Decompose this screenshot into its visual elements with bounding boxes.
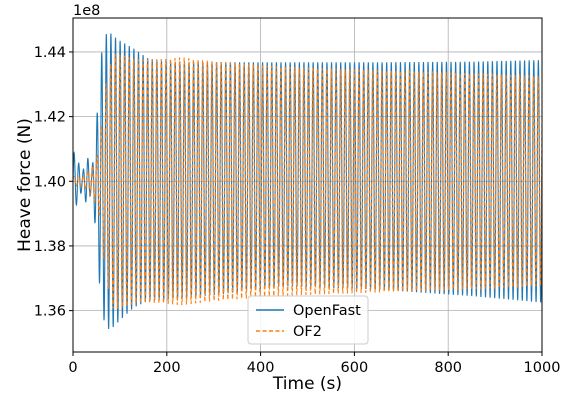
y-tick-label: 1.44 xyxy=(34,45,66,61)
y-tick-label: 1.42 xyxy=(34,110,66,126)
series-line-of2 xyxy=(73,53,542,309)
legend: OpenFast OF2 xyxy=(247,295,369,345)
x-axis-ticks: 0 200 400 600 800 1000 xyxy=(68,352,560,376)
x-tick-label: 600 xyxy=(341,360,369,376)
x-tick-label: 800 xyxy=(434,360,462,376)
legend-label-openfast: OpenFast xyxy=(293,303,361,319)
x-axis-label: Time (s) xyxy=(272,374,342,394)
x-tick-label: 200 xyxy=(153,360,181,376)
x-tick-label: 1000 xyxy=(524,360,561,376)
x-tick-label: 0 xyxy=(68,360,77,376)
y-axis-ticks: 1.36 1.38 1.40 1.42 1.44 xyxy=(34,45,73,320)
y-tick-label: 1.40 xyxy=(34,174,66,190)
y-tick-label: 1.38 xyxy=(34,239,66,255)
legend-label-of2: OF2 xyxy=(293,324,322,340)
y-axis-offset-label: 1e8 xyxy=(73,3,100,19)
plot-frame xyxy=(72,17,543,353)
legend-box xyxy=(247,295,369,345)
series-layer xyxy=(73,33,542,329)
x-tick-label: 400 xyxy=(247,360,275,376)
y-tick-label: 1.36 xyxy=(34,304,66,320)
y-axis-label: Heave force (N) xyxy=(15,118,35,252)
